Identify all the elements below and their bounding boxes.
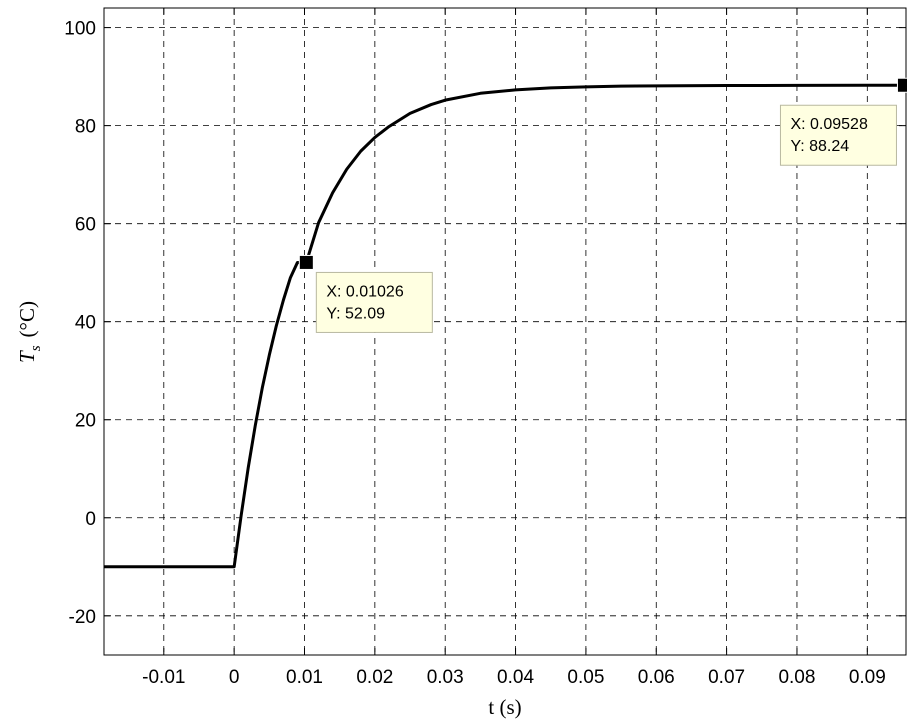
data-tip-x-text: X: 0.01026 xyxy=(326,283,404,300)
x-tick-label: 0.07 xyxy=(708,667,745,688)
x-tick-label: -0.01 xyxy=(142,667,185,688)
series-line-group xyxy=(104,83,905,569)
data-tip-marker xyxy=(896,77,907,93)
y-axis-symbol: T xyxy=(15,350,39,363)
y-tick-label: 40 xyxy=(75,313,96,334)
x-tick-label: 0.08 xyxy=(778,667,815,688)
x-axis-label: t (s) xyxy=(488,695,521,719)
y-tick-label: -20 xyxy=(69,607,96,628)
y-axis-subscript: s xyxy=(28,345,44,351)
x-tick-label: 0.09 xyxy=(849,667,886,688)
y-tick-label: 20 xyxy=(75,411,96,432)
y-tick-label: 100 xyxy=(64,19,96,40)
x-tick-label: 0.03 xyxy=(427,667,464,688)
data-tip-marker xyxy=(298,254,314,270)
y-axis-unit: (°C) xyxy=(15,301,39,337)
data-tip-x-text: X: 0.09528 xyxy=(790,116,868,133)
x-tick-label: 0 xyxy=(229,667,240,688)
series-line xyxy=(104,83,905,569)
y-axis-label: Ts (°C) xyxy=(15,301,44,363)
y-tick-label: 60 xyxy=(75,215,96,236)
y-tick-label: 0 xyxy=(85,509,96,530)
axis-ticks: -0.01 0 0.01 0.02 0.03 0.04 0.05 0.06 0.07 0.08 0.… xyxy=(64,8,906,688)
x-tick-label: 0.04 xyxy=(497,667,534,688)
x-tick-label: 0.01 xyxy=(286,667,323,688)
x-tick-label: 0.05 xyxy=(567,667,604,688)
data-tip-box xyxy=(315,271,433,333)
data-tip-y-text: Y: 88.24 xyxy=(790,138,849,155)
plot-frame xyxy=(103,7,907,656)
data-tip-y-text: Y: 52.09 xyxy=(326,305,385,322)
x-tick-label: 0.06 xyxy=(638,667,675,688)
data-tips: X: 0.01026 Y: 52.09 X: 0.09528 Y: 88.24 xyxy=(298,77,907,333)
data-tip-box xyxy=(779,104,897,166)
x-tick-label: 0.02 xyxy=(356,667,393,688)
y-tick-label: 80 xyxy=(75,117,96,138)
